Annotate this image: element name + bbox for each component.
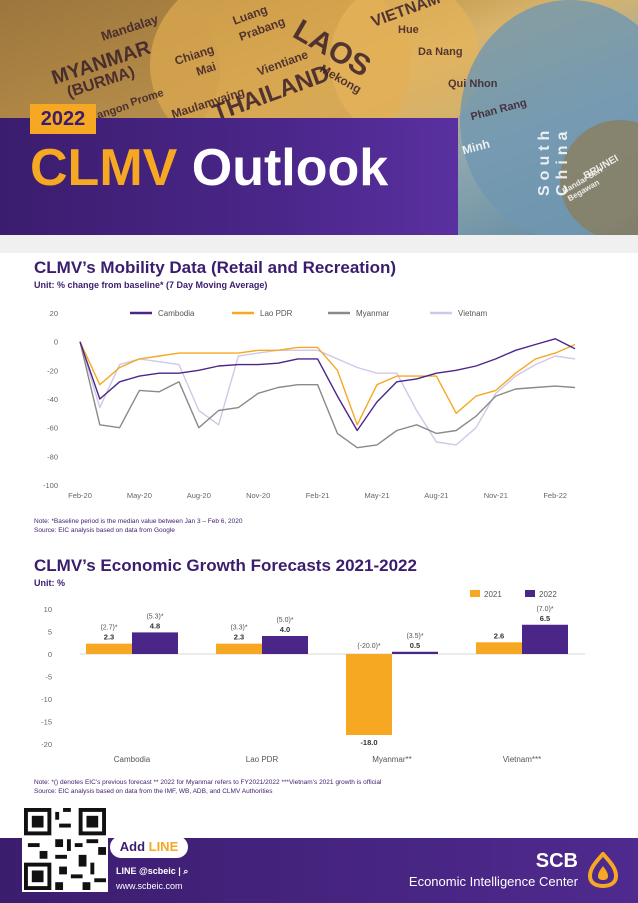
bar-2022	[132, 632, 178, 654]
x-tick-label: Feb-20	[68, 491, 92, 500]
y-tick-label: 10	[44, 605, 52, 614]
mobility-source: Source: EIC analysis based on data from …	[34, 527, 175, 534]
bar-previous-forecast-label: (3.5)*	[406, 633, 423, 640]
y-tick-label: -60	[47, 424, 58, 433]
mobility-line-chart: 20 0 -20 -40 -60 -80 -100 Feb-20 May-20 Aug-20 Nov…	[43, 309, 576, 500]
y-tick-label: 20	[50, 309, 58, 318]
scb-logo-icon	[587, 852, 619, 888]
bar-2021	[346, 654, 392, 735]
bar-value-label: 2.6	[494, 631, 504, 640]
line-id[interactable]: LINE @scbeic | ⌕	[116, 866, 189, 876]
x-tick-label: Feb-22	[543, 491, 567, 500]
x-tick-label: Nov-21	[484, 491, 508, 500]
bar-2022	[262, 636, 308, 654]
legend-label: Myanmar	[356, 309, 390, 318]
category-label: Myanmar**	[372, 755, 412, 764]
legend-label: 2022	[539, 590, 557, 599]
y-tick-label: -80	[47, 452, 58, 461]
growth-title: CLMV’s Economic Growth Forecasts 2021-20…	[34, 556, 417, 575]
y-tick-label: 0	[48, 650, 52, 659]
title-outlook: Outlook	[191, 139, 389, 197]
bar-previous-forecast-label: (7.0)*	[536, 606, 553, 613]
growth-note: Note: *() denotes EIC’s previous forecas…	[34, 779, 382, 786]
y-tick-label: -40	[47, 395, 58, 404]
bar-value-label: 4.8	[150, 621, 160, 630]
bar-value-label: 2.3	[234, 633, 244, 642]
bar-2021	[476, 642, 522, 654]
mobility-title: CLMV’s Mobility Data (Retail and Recreat…	[34, 258, 397, 277]
y-tick-label: -20	[41, 740, 52, 749]
x-tick-label: Aug-20	[187, 491, 211, 500]
bar-previous-forecast-label: (-20.0)*	[357, 643, 381, 650]
map-label: Da Nang	[418, 46, 463, 58]
legend-swatch	[470, 590, 480, 597]
line-label: LINE	[148, 839, 179, 854]
category-label: Lao PDR	[246, 755, 279, 764]
year-badge: 2022	[30, 104, 96, 134]
map-label: Qui Nhon	[448, 78, 498, 90]
bar-2021	[86, 643, 132, 654]
y-tick-label: -20	[47, 366, 58, 375]
map-banner: Mandalay MYANMAR (BURMA) Prome Yangon Ch…	[0, 0, 638, 235]
website-link[interactable]: www.scbeic.com	[116, 881, 183, 891]
bar-value-label: 4.0	[280, 625, 290, 634]
series-line-myanmar	[79, 341, 576, 449]
x-tick-label: Nov-20	[246, 491, 270, 500]
bar-2021	[216, 643, 262, 654]
y-tick-label: -15	[41, 718, 52, 727]
y-tick-label: -100	[43, 481, 58, 490]
map-label: South China	[536, 125, 571, 196]
mobility-unit: Unit: % change from baseline* (7 Day Mov…	[34, 280, 268, 290]
page-title: CLMV Outlook	[30, 138, 388, 198]
qr-code[interactable]	[22, 806, 108, 892]
y-tick-label: -10	[41, 695, 52, 704]
add-line-button[interactable]: Add LINE	[110, 836, 188, 858]
title-band	[0, 118, 458, 235]
legend-label: Lao PDR	[260, 309, 293, 318]
divider-stripe	[0, 235, 638, 253]
bar-value-label: 0.5	[410, 641, 420, 650]
bar-value-label: 2.3	[104, 633, 114, 642]
brand-subtitle: Economic Intelligence Center	[408, 874, 578, 889]
bar-value-label: 6.5	[540, 614, 550, 623]
bar-previous-forecast-label: (5.0)*	[276, 617, 293, 624]
legend-swatch	[525, 590, 535, 597]
bar-previous-forecast-label: (2.7)*	[100, 625, 117, 632]
title-clmv: CLMV	[30, 139, 178, 197]
mobility-note: Note: *Baseline period is the median val…	[34, 518, 243, 525]
y-tick-label: -5	[45, 673, 52, 682]
category-label: Vietnam***	[503, 755, 542, 764]
x-tick-label: May-20	[127, 491, 152, 500]
map-label: Hue	[398, 24, 419, 36]
add-line-label: Add	[119, 839, 149, 854]
x-tick-label: May-21	[364, 491, 389, 500]
legend-label: Vietnam	[458, 309, 488, 318]
bar-previous-forecast-label: (5.3)*	[146, 613, 163, 620]
legend-label: Cambodia	[158, 309, 195, 318]
y-tick-label: 5	[48, 628, 52, 637]
qr-code-image	[24, 808, 106, 890]
y-tick-label: 0	[54, 338, 58, 347]
legend-label: 2021	[484, 590, 502, 599]
bar-2022	[392, 651, 438, 654]
x-tick-label: Aug-21	[424, 491, 448, 500]
x-tick-label: Feb-21	[306, 491, 330, 500]
bar-value-label: -18.0	[360, 738, 377, 747]
series-line-cambodia	[79, 338, 576, 432]
category-label: Cambodia	[114, 755, 151, 764]
series-line-lao-pdr	[79, 341, 576, 426]
bar-previous-forecast-label: (3.3)*	[230, 625, 247, 632]
growth-source: Source: EIC analysis based on data from …	[34, 788, 273, 795]
brand-name: SCB	[535, 850, 578, 872]
growth-unit: Unit: %	[34, 578, 65, 588]
bar-2022	[522, 624, 568, 654]
